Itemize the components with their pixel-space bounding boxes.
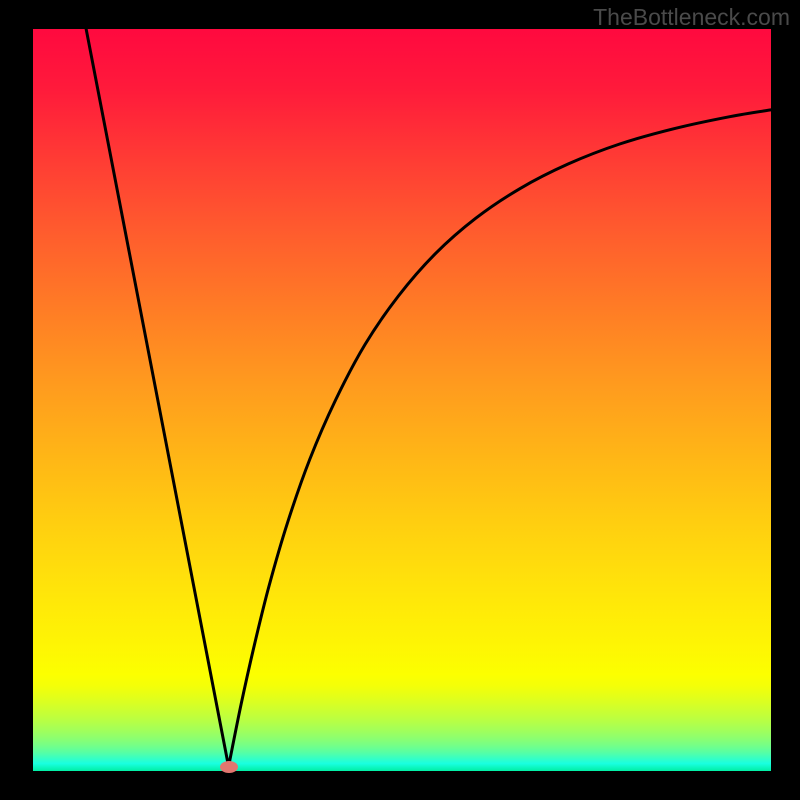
watermark-text: TheBottleneck.com (593, 4, 790, 31)
chart-canvas: TheBottleneck.com (0, 0, 800, 800)
plot-area (33, 29, 771, 771)
optimum-marker (220, 761, 238, 773)
bottleneck-curve (33, 29, 771, 771)
